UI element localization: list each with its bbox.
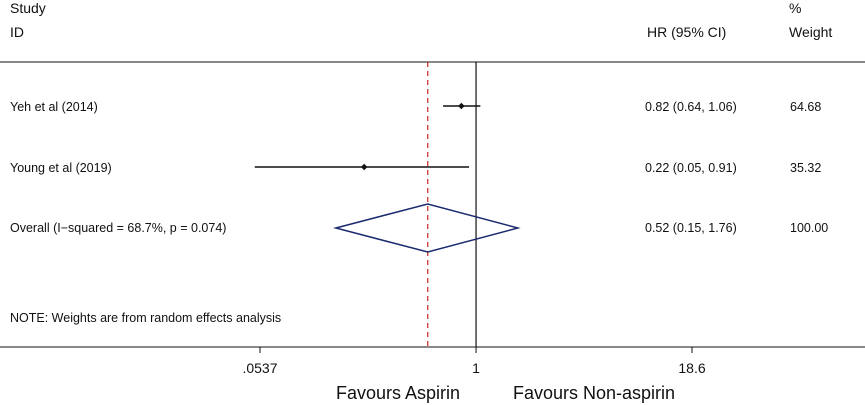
favours-right-label: Favours Non-aspirin xyxy=(513,383,675,403)
study-point-2 xyxy=(360,163,368,171)
study-weight-2: 35.32 xyxy=(790,161,821,175)
study-ci-2: 0.22 (0.05, 0.91) xyxy=(645,161,737,175)
header-study: Study xyxy=(10,0,46,16)
overall-ci: 0.52 (0.15, 1.76) xyxy=(645,221,737,235)
overall-diamond xyxy=(332,203,521,253)
x-tick-label-1: .0537 xyxy=(242,360,277,376)
x-tick-label-2: 1 xyxy=(472,360,480,376)
plot-marks xyxy=(254,62,521,347)
favours-left-label: Favours Aspirin xyxy=(336,383,460,403)
header-hr-ci: HR (95% CI) xyxy=(647,24,726,40)
x-tick-label-3: 18.6 xyxy=(678,360,705,376)
study-point-1 xyxy=(458,102,465,110)
study-label-1: Yeh et al (2014) xyxy=(10,100,98,114)
study-ci-1: 0.82 (0.64, 1.06) xyxy=(645,100,737,114)
x-axis-ticks: .0537 1 18.6 xyxy=(242,347,706,376)
header-weight: Weight xyxy=(789,24,832,40)
note-text: NOTE: Weights are from random effects an… xyxy=(10,311,281,325)
study-weight-1: 64.68 xyxy=(790,100,821,114)
study-label-2: Young et al (2019) xyxy=(10,161,112,175)
header-percent: % xyxy=(789,0,801,16)
overall-weight: 100.00 xyxy=(790,221,828,235)
overall-label: Overall (I−squared = 68.7%, p = 0.074) xyxy=(10,221,226,235)
header-id: ID xyxy=(10,24,24,40)
